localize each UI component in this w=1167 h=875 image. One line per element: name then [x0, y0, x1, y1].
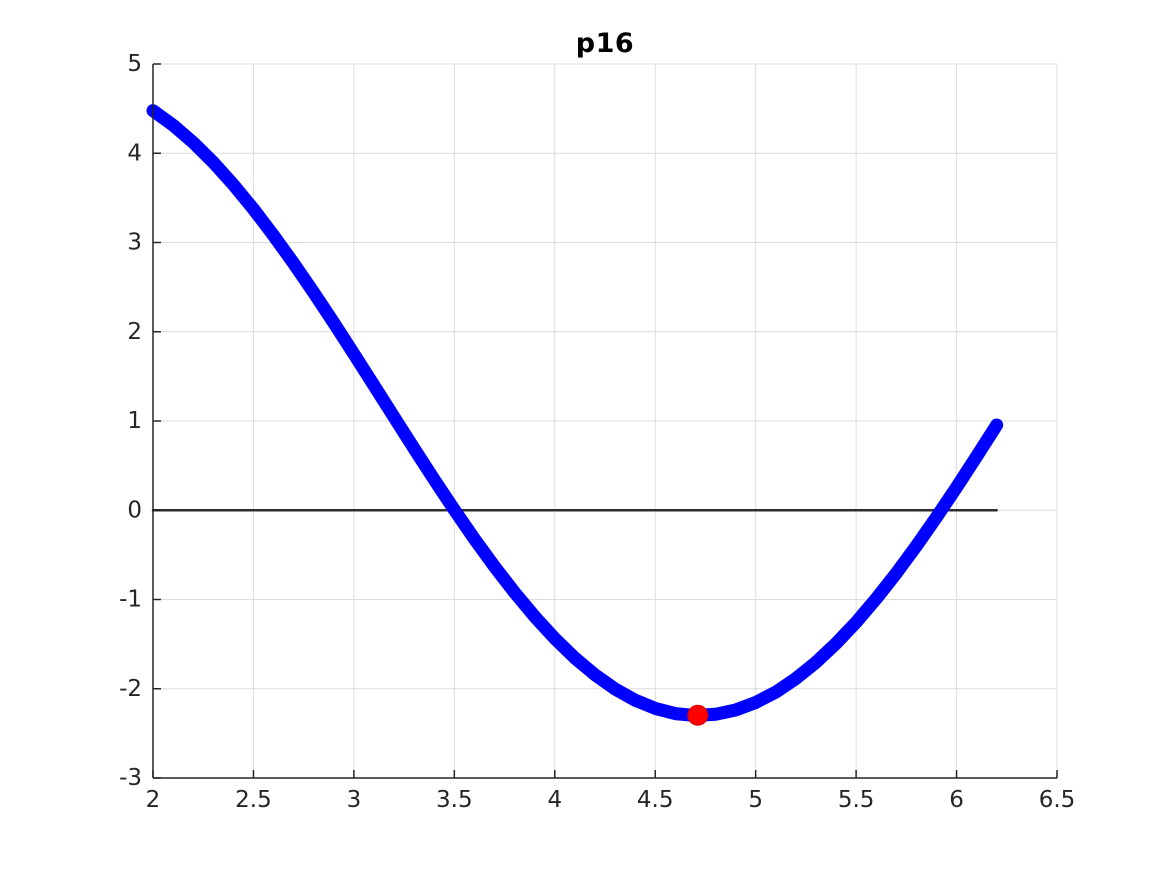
x-tick-label: 4.5 [637, 787, 674, 813]
x-tick-label: 5 [748, 787, 763, 813]
x-tick-label: 6.5 [1039, 787, 1076, 813]
minimum-marker [687, 704, 709, 726]
y-tick-label: 3 [127, 230, 142, 256]
function-curve [146, 104, 1004, 722]
y-tick-label: 5 [127, 51, 142, 77]
y-tick-label: -1 [119, 587, 142, 613]
x-tick-label: 3 [347, 787, 362, 813]
y-tick-label: 4 [127, 140, 142, 166]
y-tick-label: 0 [127, 497, 142, 523]
x-tick-label: 2 [146, 787, 161, 813]
y-tick-label: 1 [127, 408, 142, 434]
y-tick-label: -2 [119, 676, 142, 702]
x-tick-label: 6 [949, 787, 964, 813]
chart-title: p16 [575, 28, 635, 59]
x-tick-label: 3.5 [436, 787, 473, 813]
x-tick-label: 5.5 [838, 787, 875, 813]
x-tick-label: 4 [547, 787, 562, 813]
y-tick-label: 2 [127, 319, 142, 345]
x-tick-label: 2.5 [235, 787, 272, 813]
y-tick-label: -3 [119, 765, 142, 791]
